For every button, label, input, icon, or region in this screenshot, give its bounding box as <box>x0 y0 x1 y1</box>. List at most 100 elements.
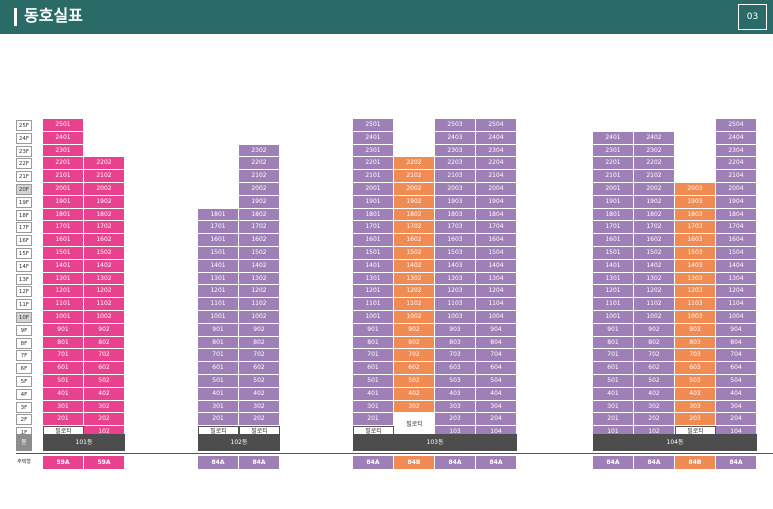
unit-cell: 803 <box>435 336 476 350</box>
unit-cell: 203 <box>675 413 716 427</box>
unit-cell: 1202 <box>84 285 125 299</box>
floor-label: 22F <box>16 158 32 170</box>
unit-type-cell: 59A <box>84 456 125 469</box>
unit-cell: 1003 <box>675 311 716 324</box>
unit-cell: 302 <box>84 400 125 414</box>
unit-cell: 1602 <box>634 234 675 247</box>
unit-type-cell: 84B <box>394 456 435 469</box>
unit-cell: 1403 <box>435 259 476 273</box>
unit-cell: 1203 <box>675 285 716 299</box>
unit-cell: 1504 <box>476 247 517 260</box>
unit-cell: 401 <box>593 387 634 401</box>
floor-label: 25F <box>16 120 32 131</box>
unit-cell: 501 <box>198 375 239 388</box>
unit-cell: 901 <box>43 323 84 337</box>
unit-cell: 1802 <box>634 208 675 222</box>
unit-cell: 401 <box>353 387 394 401</box>
unit-cell: 2101 <box>43 170 84 183</box>
unit-cell: 204 <box>716 413 757 427</box>
unit-cell: 2304 <box>476 144 517 158</box>
unit-cell: 2404 <box>476 131 517 145</box>
floor-label: 17F <box>16 222 32 234</box>
unit-cell: 1001 <box>198 311 239 324</box>
floor-label: 12F <box>16 286 32 298</box>
unit-cell: 1901 <box>593 195 634 209</box>
unit-cell: 2203 <box>435 157 476 171</box>
unit-cell: 1201 <box>43 285 84 299</box>
floor-label: 24F <box>16 132 32 144</box>
unit-cell: 204 <box>476 413 517 427</box>
unit-cell: 1103 <box>435 298 476 311</box>
unit-cell: 1701 <box>353 221 394 235</box>
unit-cell: 802 <box>239 336 280 350</box>
unit-type-cell: 84A <box>476 456 517 469</box>
unit-cell: 1801 <box>198 208 239 222</box>
unit-cell: 1901 <box>43 195 84 209</box>
unit-cell: 1603 <box>435 234 476 247</box>
unit-cell: 402 <box>239 387 280 401</box>
unit-cell: 301 <box>43 400 84 414</box>
unit-cell: 2002 <box>634 183 675 196</box>
unit-cell: 304 <box>476 400 517 414</box>
unit-cell: 1902 <box>634 195 675 209</box>
unit-cell: 703 <box>435 349 476 363</box>
unit-cell: 801 <box>198 336 239 350</box>
unit-cell: 302 <box>239 400 280 414</box>
unit-cell: 1602 <box>394 234 435 247</box>
unit-cell: 2501 <box>43 119 84 132</box>
unit-cell: 301 <box>593 400 634 414</box>
unit-cell: 802 <box>84 336 125 350</box>
unit-cell: 1304 <box>716 272 757 286</box>
unit-cell: 2301 <box>353 144 394 158</box>
unit-cell: 601 <box>43 362 84 375</box>
unit-cell: 1301 <box>198 272 239 286</box>
unit-cell: 1201 <box>353 285 394 299</box>
floor-label: 4F <box>16 388 32 400</box>
unit-cell: 1603 <box>675 234 716 247</box>
unit-cell: 1204 <box>716 285 757 299</box>
unit-cell: 603 <box>435 362 476 375</box>
unit-cell: 402 <box>84 387 125 401</box>
unit-cell: 1403 <box>675 259 716 273</box>
unit-cell: 502 <box>84 375 125 388</box>
unit-cell: 702 <box>634 349 675 363</box>
floor-label: 16F <box>16 235 32 247</box>
unit-cell: 1401 <box>198 259 239 273</box>
unit-cell: 2401 <box>593 131 634 145</box>
unit-cell: 1002 <box>239 311 280 324</box>
unit-cell: 1302 <box>634 272 675 286</box>
unit-cell: 1702 <box>239 221 280 235</box>
unit-cell: 1802 <box>394 208 435 222</box>
unit-cell: 303 <box>435 400 476 414</box>
unit-cell: 501 <box>593 375 634 388</box>
unit-cell: 202 <box>634 413 675 427</box>
unit-cell: 1501 <box>593 247 634 260</box>
unit-cell: 702 <box>84 349 125 363</box>
unit-cell: 602 <box>84 362 125 375</box>
unit-cell: 2201 <box>593 157 634 171</box>
unit-cell: 1702 <box>634 221 675 235</box>
unit-cell: 2402 <box>634 131 675 145</box>
unit-cell: 2302 <box>634 144 675 158</box>
unit-cell: 1503 <box>435 247 476 260</box>
unit-cell: 2002 <box>84 183 125 196</box>
unit-cell: 1502 <box>634 247 675 260</box>
unit-cell: 1303 <box>675 272 716 286</box>
unit-cell: 1103 <box>675 298 716 311</box>
floor-label: 7F <box>16 350 32 362</box>
unit-cell: 2001 <box>593 183 634 196</box>
unit-cell: 2103 <box>435 170 476 183</box>
unit-cell: 1104 <box>476 298 517 311</box>
dong-separator <box>16 453 773 454</box>
dong-bar: 102동 <box>198 434 280 451</box>
unit-cell: 1002 <box>394 311 435 324</box>
unit-cell: 903 <box>435 323 476 337</box>
unit-cell: 2102 <box>394 170 435 183</box>
unit-cell: 1001 <box>593 311 634 324</box>
floor-label: 19F <box>16 196 32 208</box>
unit-cell: 1803 <box>435 208 476 222</box>
unit-cell: 404 <box>716 387 757 401</box>
unit-cell: 1601 <box>593 234 634 247</box>
unit-type-cell: 84A <box>239 456 280 469</box>
unit-cell: 1702 <box>394 221 435 235</box>
